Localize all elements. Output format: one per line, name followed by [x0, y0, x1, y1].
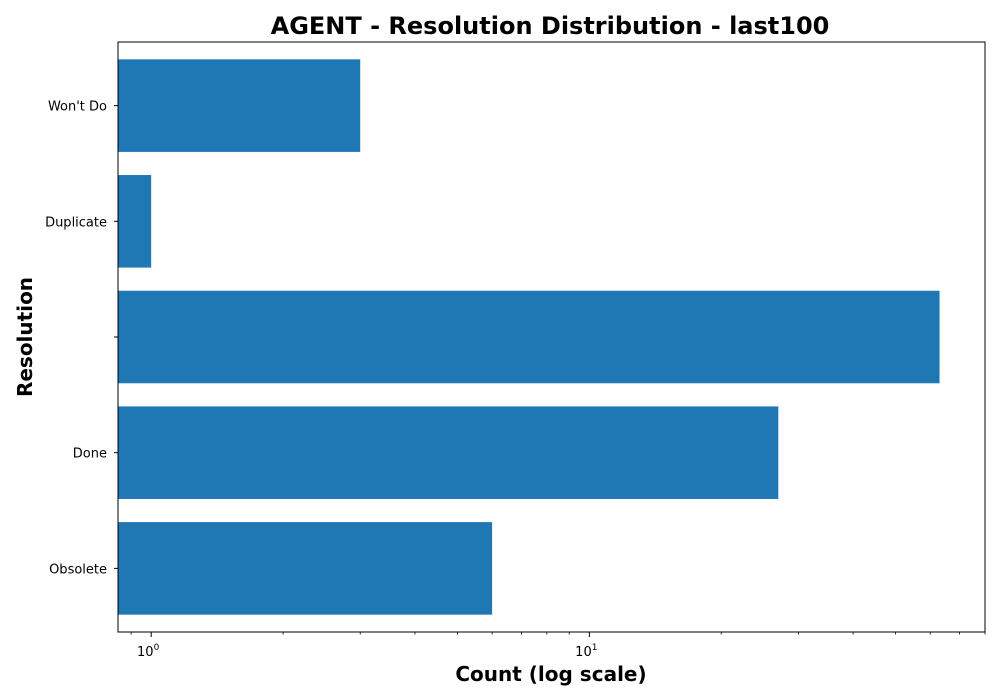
y-tick-label: Done [73, 447, 107, 462]
x-axis-ticks: 100 101 [130, 632, 986, 660]
y-tick-label: Won't Do [48, 100, 107, 115]
x-tick-label: 100 [137, 643, 160, 660]
x-axis-label: Count (log scale) [455, 662, 646, 686]
y-tick-label: Duplicate [45, 215, 107, 230]
bars-layer [118, 59, 940, 615]
bar-won-t-do [118, 59, 361, 152]
bar-duplicate [118, 175, 152, 268]
y-axis-ticks: Obsolete Done Duplicate Won't Do [45, 100, 118, 577]
bar-unlabeled-2 [118, 290, 940, 384]
y-axis-label: Resolution [13, 277, 37, 397]
bar-obsolete [118, 522, 493, 615]
y-tick-label: Obsolete [49, 562, 107, 577]
bar-done [118, 406, 779, 499]
plot-frame [117, 41, 986, 633]
x-tick-label: 101 [575, 643, 597, 660]
chart-title: AGENT - Resolution Distribution - last10… [271, 12, 830, 40]
